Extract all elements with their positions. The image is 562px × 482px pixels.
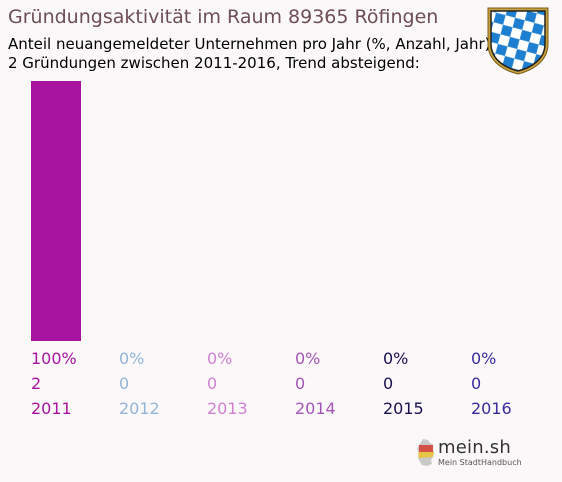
count-label-2013: 0	[207, 374, 217, 393]
chart-subtitle: Anteil neuangemeldeter Unternehmen pro J…	[8, 35, 491, 73]
count-label-2011: 2	[31, 374, 41, 393]
subtitle-line-2: 2 Gründungen zwischen 2011-2016, Trend a…	[8, 54, 420, 72]
percent-label-2016: 0%	[471, 349, 496, 368]
count-label-2012: 0	[119, 374, 129, 393]
mein-sh-logo: mein.sh Mein StadtHandbuch	[414, 434, 524, 474]
year-label-2013: 2013	[207, 399, 248, 418]
count-label-2016: 0	[471, 374, 481, 393]
year-label-2015: 2015	[383, 399, 424, 418]
logo-tagline: Mein StadtHandbuch	[438, 458, 522, 467]
percent-label-2013: 0%	[207, 349, 232, 368]
year-label-2016: 2016	[471, 399, 512, 418]
year-label-2014: 2014	[295, 399, 336, 418]
percent-label-2015: 0%	[383, 349, 408, 368]
year-label-2011: 2011	[31, 399, 72, 418]
percent-label-2012: 0%	[119, 349, 144, 368]
germany-map-icon	[417, 439, 434, 466]
bavarian-crest-icon	[487, 7, 549, 75]
year-label-2012: 2012	[119, 399, 160, 418]
bar-2011	[31, 81, 81, 341]
logo-brand: mein.sh	[438, 437, 511, 458]
percent-label-2014: 0%	[295, 349, 320, 368]
chart-title: Gründungsaktivität im Raum 89365 Röfinge…	[8, 6, 439, 28]
count-label-2015: 0	[383, 374, 393, 393]
subtitle-line-1: Anteil neuangemeldeter Unternehmen pro J…	[8, 35, 491, 53]
percent-label-2011: 100%	[31, 349, 77, 368]
count-label-2014: 0	[295, 374, 305, 393]
